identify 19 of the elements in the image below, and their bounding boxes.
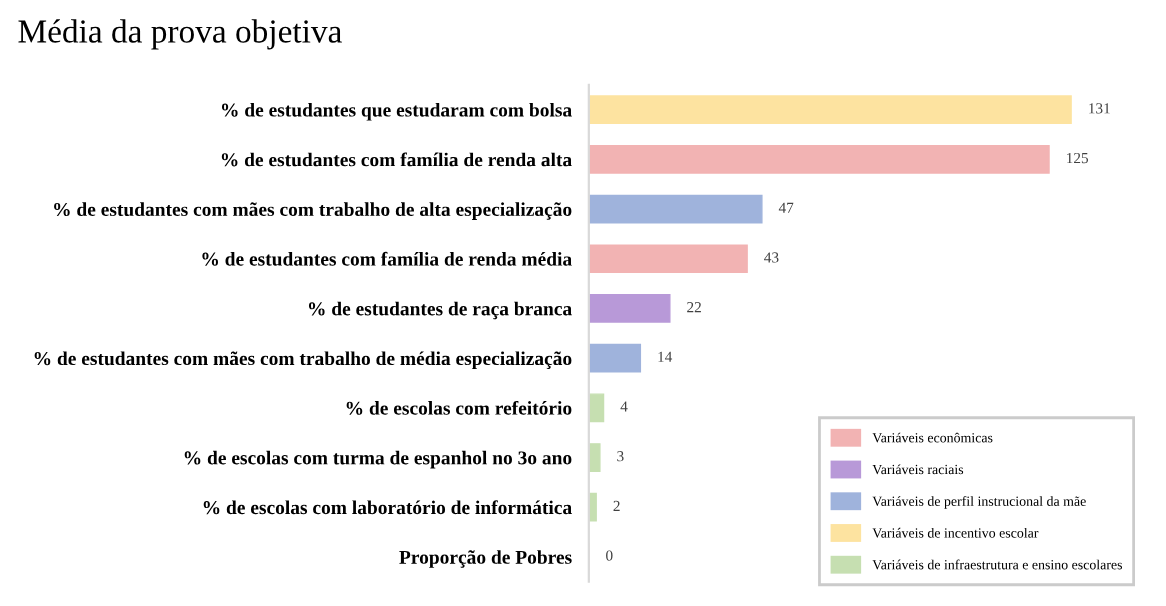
y-tick-label: % de escolas com refeitório [346,400,572,415]
y-tick-label: % de estudantes com mães com trabalho de alta especialização [54,202,572,220]
bar [588,294,671,323]
bar [588,393,605,423]
y-tick-label: % de escolas com turma de espanhol no 3o ano [184,450,572,469]
y-tick-label: % de estudantes de raça branca [308,301,572,320]
bar [588,244,748,274]
text: Média da prova objetiva [18,19,342,50]
bar [588,95,1072,125]
bar [588,343,642,373]
bar [588,194,763,224]
y-tick-label: % de estudantes com família de renda alta [221,152,572,167]
y-tick-label: Proporção de Pobres [399,550,572,568]
bar [588,145,1050,174]
y-tick-label: % de estudantes que estudaram com bolsa [221,102,572,121]
bar [588,443,601,472]
y-tick-label: % de estudantes com mães com trabalho de média especialização [34,351,572,370]
y-tick-label: % de escolas com laboratório de informática [203,500,572,515]
y-tick-label: % de estudantes com família de renda média [202,251,572,266]
